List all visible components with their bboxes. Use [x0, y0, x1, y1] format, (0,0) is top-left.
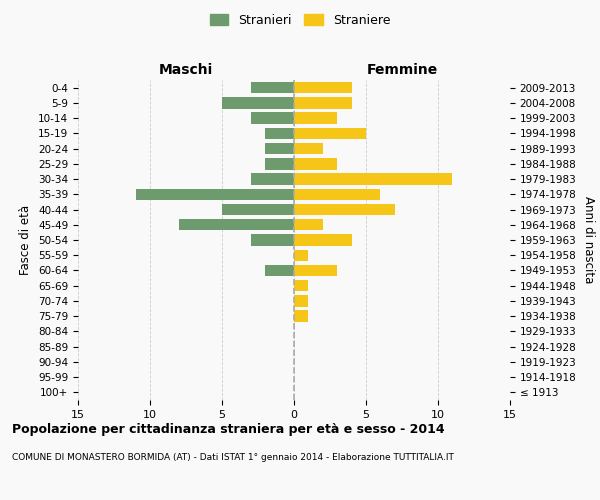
Bar [294, 143, 323, 154]
Bar [294, 128, 366, 139]
Bar [294, 188, 380, 200]
Text: Maschi: Maschi [159, 64, 213, 78]
Bar [294, 97, 352, 108]
Bar [294, 250, 308, 261]
Bar [265, 158, 294, 170]
Bar [294, 234, 352, 246]
Bar [294, 158, 337, 170]
Bar [294, 174, 452, 185]
Text: Popolazione per cittadinanza straniera per età e sesso - 2014: Popolazione per cittadinanza straniera p… [12, 422, 445, 436]
Bar [251, 112, 294, 124]
Bar [136, 188, 294, 200]
Bar [251, 174, 294, 185]
Legend: Stranieri, Straniere: Stranieri, Straniere [205, 8, 395, 32]
Bar [294, 204, 395, 215]
Y-axis label: Anni di nascita: Anni di nascita [582, 196, 595, 284]
Bar [179, 219, 294, 230]
Text: Femmine: Femmine [367, 64, 437, 78]
Bar [294, 265, 337, 276]
Bar [294, 310, 308, 322]
Bar [222, 97, 294, 108]
Y-axis label: Fasce di età: Fasce di età [19, 205, 32, 275]
Bar [265, 128, 294, 139]
Bar [294, 82, 352, 94]
Bar [251, 82, 294, 94]
Bar [265, 265, 294, 276]
Bar [294, 219, 323, 230]
Bar [294, 112, 337, 124]
Text: COMUNE DI MONASTERO BORMIDA (AT) - Dati ISTAT 1° gennaio 2014 - Elaborazione TUT: COMUNE DI MONASTERO BORMIDA (AT) - Dati … [12, 452, 454, 462]
Bar [222, 204, 294, 215]
Bar [294, 280, 308, 291]
Bar [251, 234, 294, 246]
Bar [265, 143, 294, 154]
Bar [294, 295, 308, 306]
